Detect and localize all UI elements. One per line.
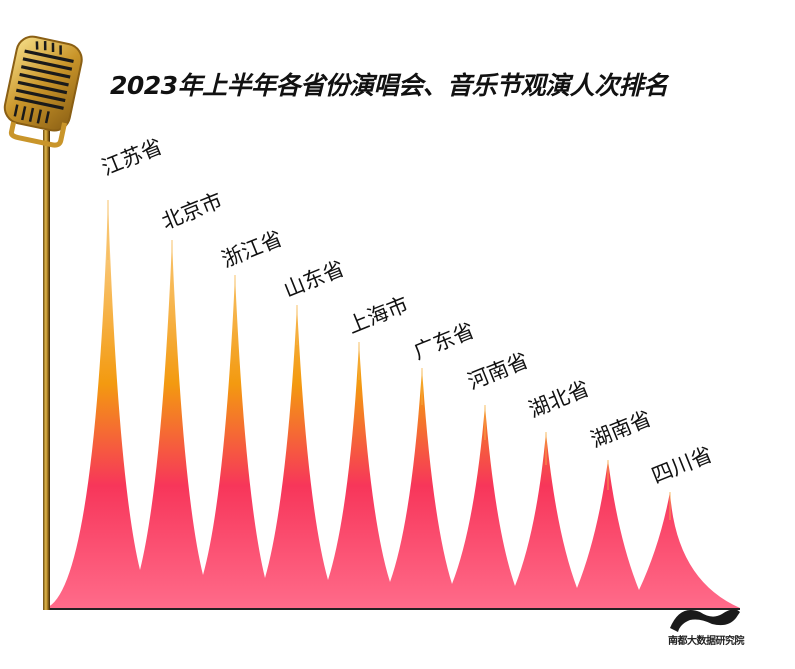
spike-area: [46, 200, 740, 608]
microphone-icon: [3, 35, 83, 148]
chart-title: 2023年上半年各省份演唱会、音乐节观演人次排名: [110, 71, 668, 100]
brand-label: 南都大数据研究院: [668, 636, 745, 647]
mic-stand: [43, 130, 50, 610]
brand-logo-icon: [670, 609, 740, 632]
